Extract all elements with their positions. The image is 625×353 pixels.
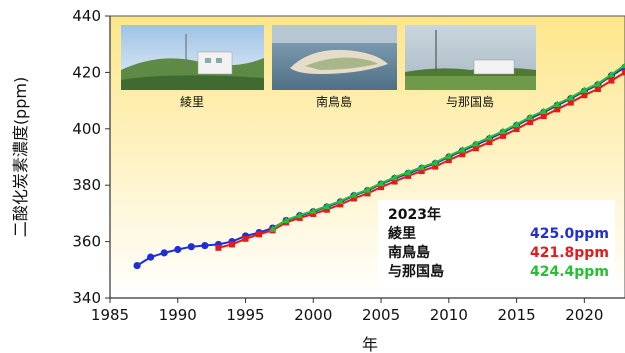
data-point [215,244,222,251]
data-point [445,152,453,159]
data-point [581,92,588,99]
data-point [513,120,521,128]
photo-label-ryori: 綾里 [180,94,204,109]
data-point [458,146,466,153]
data-point [201,241,209,250]
photo-ryori [121,25,264,90]
data-point [527,119,534,126]
data-point [364,186,371,193]
legend-name-minamitorishima: 南鳥島 [388,244,430,261]
data-point [296,211,304,219]
data-point [540,107,548,115]
photo-label-minamitorishima: 南鳥島 [316,94,352,109]
data-point [445,157,452,164]
data-point [607,70,615,78]
data-point [459,151,466,158]
data-point [364,190,371,197]
data-point [567,93,575,101]
data-point [540,113,547,120]
data-point [554,106,561,113]
x-tick-label: 1985 [91,306,129,324]
x-tick-label: 1990 [159,306,197,324]
y-tick-label: 360 [72,233,101,251]
data-point [391,173,399,181]
legend-value-yonaguni: 424.4ppm [530,264,609,280]
data-point [567,99,574,106]
data-point [323,206,330,213]
data-point [622,69,625,76]
data-point [337,201,344,208]
data-point [580,86,588,93]
data-point [513,126,520,133]
data-point [553,100,561,107]
y-ticks: 340 360 380 400 420 440 [72,7,110,307]
data-point [377,179,385,187]
data-point [405,172,412,179]
series-layer [133,61,625,270]
data-point [485,133,493,141]
data-point [310,210,317,217]
legend: 2023年 綾里 425.0ppm 南鳥島 421.8ppm 与那国島 424.… [378,200,615,288]
data-point [174,245,182,254]
data-point [228,241,235,248]
data-point [350,195,357,202]
x-tick-label: 2020 [565,306,603,324]
y-tick-label: 420 [72,63,101,81]
data-point [350,191,358,198]
data-point [526,113,534,120]
legend-name-ryori: 綾里 [388,225,416,242]
data-point [133,261,141,270]
data-point [323,202,331,210]
x-axis-title: 年 [362,335,378,353]
data-point [160,249,168,257]
data-point [404,168,412,176]
data-point [418,168,425,175]
x-tick-label: 2005 [362,306,400,324]
data-point [256,231,263,238]
x-tick-label: 2010 [430,306,468,324]
photo-minamitorishima [272,25,397,90]
data-point [309,207,317,214]
data-point [594,80,602,87]
data-point [432,163,439,170]
x-tick-label: 1995 [226,306,264,324]
data-point [282,216,290,224]
data-point [594,86,601,93]
data-point [269,225,277,232]
data-point [472,139,480,147]
data-point [418,163,426,171]
legend-title: 2023年 [388,206,441,223]
data-point [391,178,398,185]
legend-value-minamitorishima: 421.8ppm [530,245,609,261]
photo-yonaguni [405,25,536,90]
y-tick-label: 340 [72,289,101,307]
data-point [608,77,615,84]
legend-name-yonaguni: 与那国島 [388,263,444,280]
data-point [336,197,344,204]
legend-box [378,200,615,288]
x-tick-label: 2015 [497,306,535,324]
data-point [187,243,195,251]
data-point [431,158,439,166]
data-point [621,61,625,69]
data-point [486,139,493,146]
photo-label-yonaguni: 与那国島 [446,94,494,109]
y-axis-title: 二酸化炭素濃度(ppm) [11,77,30,237]
data-point [242,235,249,242]
y-tick-label: 380 [72,176,101,194]
series-yonaguni [269,61,625,232]
y-tick-label: 440 [72,7,101,25]
x-ticks: 1985 1990 1995 2000 2005 2010 2015 2020 [91,298,603,324]
data-point [378,184,385,191]
legend-value-ryori: 425.0ppm [530,226,609,242]
data-point [500,132,507,139]
x-tick-label: 2000 [294,306,332,324]
data-point [147,253,155,261]
data-point [472,145,479,152]
y-tick-label: 400 [72,120,101,138]
data-point [499,127,507,135]
